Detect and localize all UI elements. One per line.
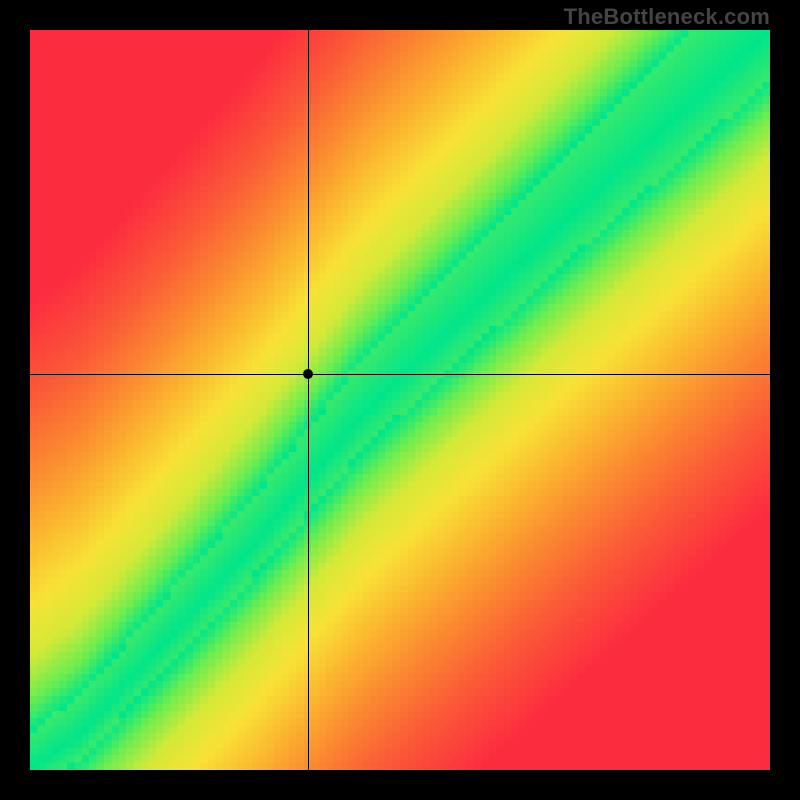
crosshair-horizontal bbox=[30, 374, 770, 375]
watermark-text: TheBottleneck.com bbox=[564, 4, 770, 30]
selection-marker bbox=[303, 369, 313, 379]
heatmap-canvas bbox=[30, 30, 770, 770]
plot-area bbox=[30, 30, 770, 770]
crosshair-vertical bbox=[308, 30, 309, 770]
